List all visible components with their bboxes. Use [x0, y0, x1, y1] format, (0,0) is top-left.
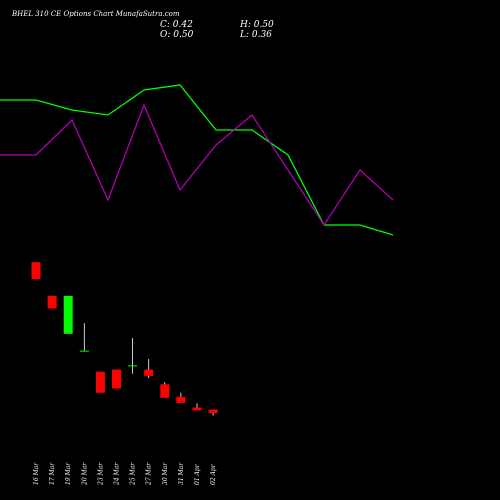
x-tick-label: 27 Mar — [146, 462, 153, 486]
indicator-line-2 — [0, 103, 394, 227]
candle-body — [208, 409, 218, 413]
candle-body — [95, 371, 105, 393]
x-tick-label: 01 Apr — [194, 463, 201, 485]
indicator-lines — [0, 84, 394, 236]
x-tick-label: 31 Mar — [178, 462, 185, 485]
close-value: C: 0.42 — [160, 20, 193, 30]
high-value: H: 0.50 — [239, 20, 274, 30]
candle-body — [160, 384, 170, 398]
x-tick-label: 30 Mar — [162, 462, 169, 485]
chart-title: BHEL 310 CE Options Chart MunafaSutra.co… — [11, 10, 180, 18]
x-tick-label: 17 Mar — [49, 462, 56, 485]
candle-body — [144, 369, 154, 376]
x-tick-label: 25 Mar — [130, 462, 137, 486]
open-value: O: 0.50 — [160, 30, 194, 40]
x-axis-labels: 16 Mar 17 Mar 19 Mar 20 Mar 23 Mar 24 Mar 25 M… — [33, 462, 217, 486]
low-value: L: 0.36 — [239, 30, 272, 40]
candlesticks — [31, 262, 218, 416]
candle-body — [112, 369, 121, 389]
x-tick-label: 23 Mar — [97, 462, 104, 486]
x-tick-label: 24 Mar — [114, 462, 121, 486]
candle-body — [176, 396, 186, 403]
candle-body — [63, 295, 73, 334]
candle-body — [47, 295, 57, 309]
candle-body — [128, 365, 138, 367]
x-tick-label: 16 Mar — [33, 462, 40, 485]
x-tick-label: 19 Mar — [65, 462, 72, 485]
candle-body — [79, 350, 89, 352]
indicator-line-1 — [0, 84, 394, 236]
candle-body — [31, 262, 41, 280]
x-tick-label: 02 Apr — [210, 463, 217, 485]
candle-body — [192, 407, 202, 411]
x-tick-label: 20 Mar — [81, 462, 88, 486]
